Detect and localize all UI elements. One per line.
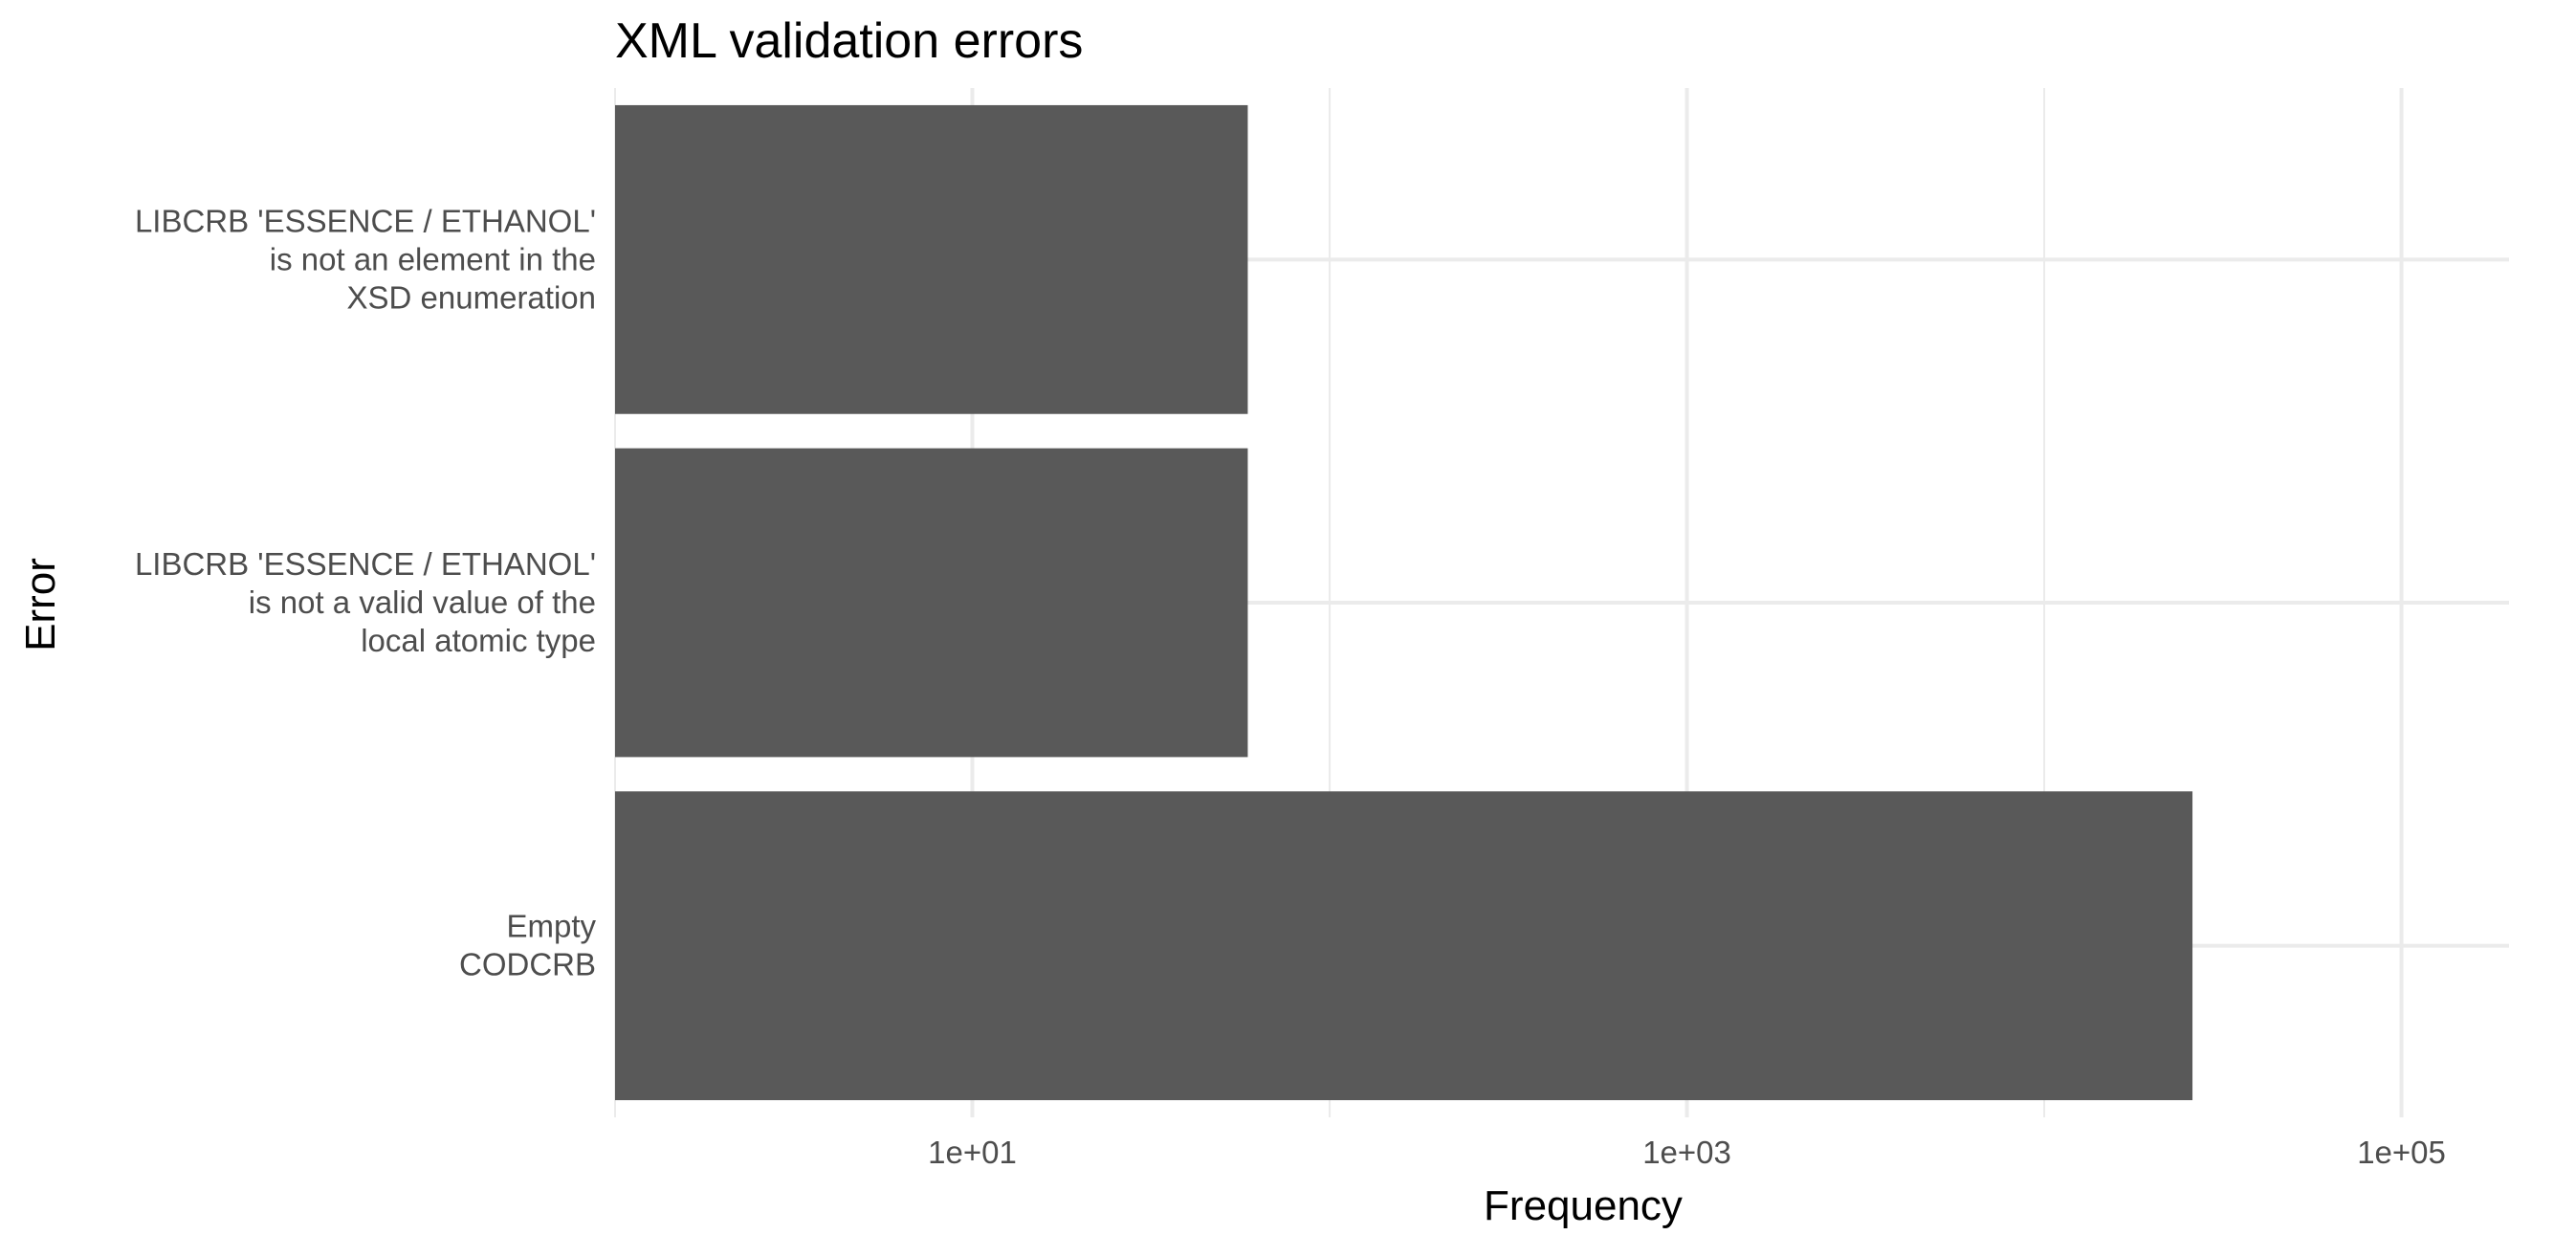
y-tick-label-line: local atomic type: [361, 623, 596, 658]
y-tick-label-line: LIBCRB 'ESSENCE / ETHANOL': [135, 203, 596, 238]
y-tick-label-line: is not an element in the: [270, 241, 596, 276]
x-tick-label: 1e+05: [2357, 1135, 2446, 1170]
chart-title: XML validation errors: [615, 13, 1083, 69]
x-axis-title: Frequency: [1484, 1182, 1683, 1229]
y-tick-label-line: is not a valid value of the: [249, 584, 596, 620]
y-tick-label-line: XSD enumeration: [347, 279, 596, 315]
y-axis-tick-labels: LIBCRB 'ESSENCE / ETHANOL' is not an elem…: [135, 203, 597, 981]
y-tick-label-line: Empty: [506, 909, 596, 944]
x-tick-label: 1e+03: [1642, 1135, 1731, 1170]
bars: [615, 104, 2193, 1101]
bar: [615, 448, 1248, 758]
x-axis-tick-labels: 1e+01 1e+03 1e+05: [928, 1135, 2446, 1170]
bar: [615, 104, 1248, 414]
y-axis-title: Error: [17, 558, 64, 651]
y-tick-label: LIBCRB 'ESSENCE / ETHANOL' is not a valid…: [135, 546, 596, 658]
bar: [615, 791, 2193, 1101]
y-tick-label-line: LIBCRB 'ESSENCE / ETHANOL': [135, 546, 596, 582]
y-tick-label: LIBCRB 'ESSENCE / ETHANOL' is not an elem…: [135, 203, 596, 315]
x-tick-label: 1e+01: [928, 1135, 1017, 1170]
y-tick-label-line: CODCRB: [459, 947, 596, 982]
y-tick-label: Empty CODCRB: [459, 909, 597, 982]
